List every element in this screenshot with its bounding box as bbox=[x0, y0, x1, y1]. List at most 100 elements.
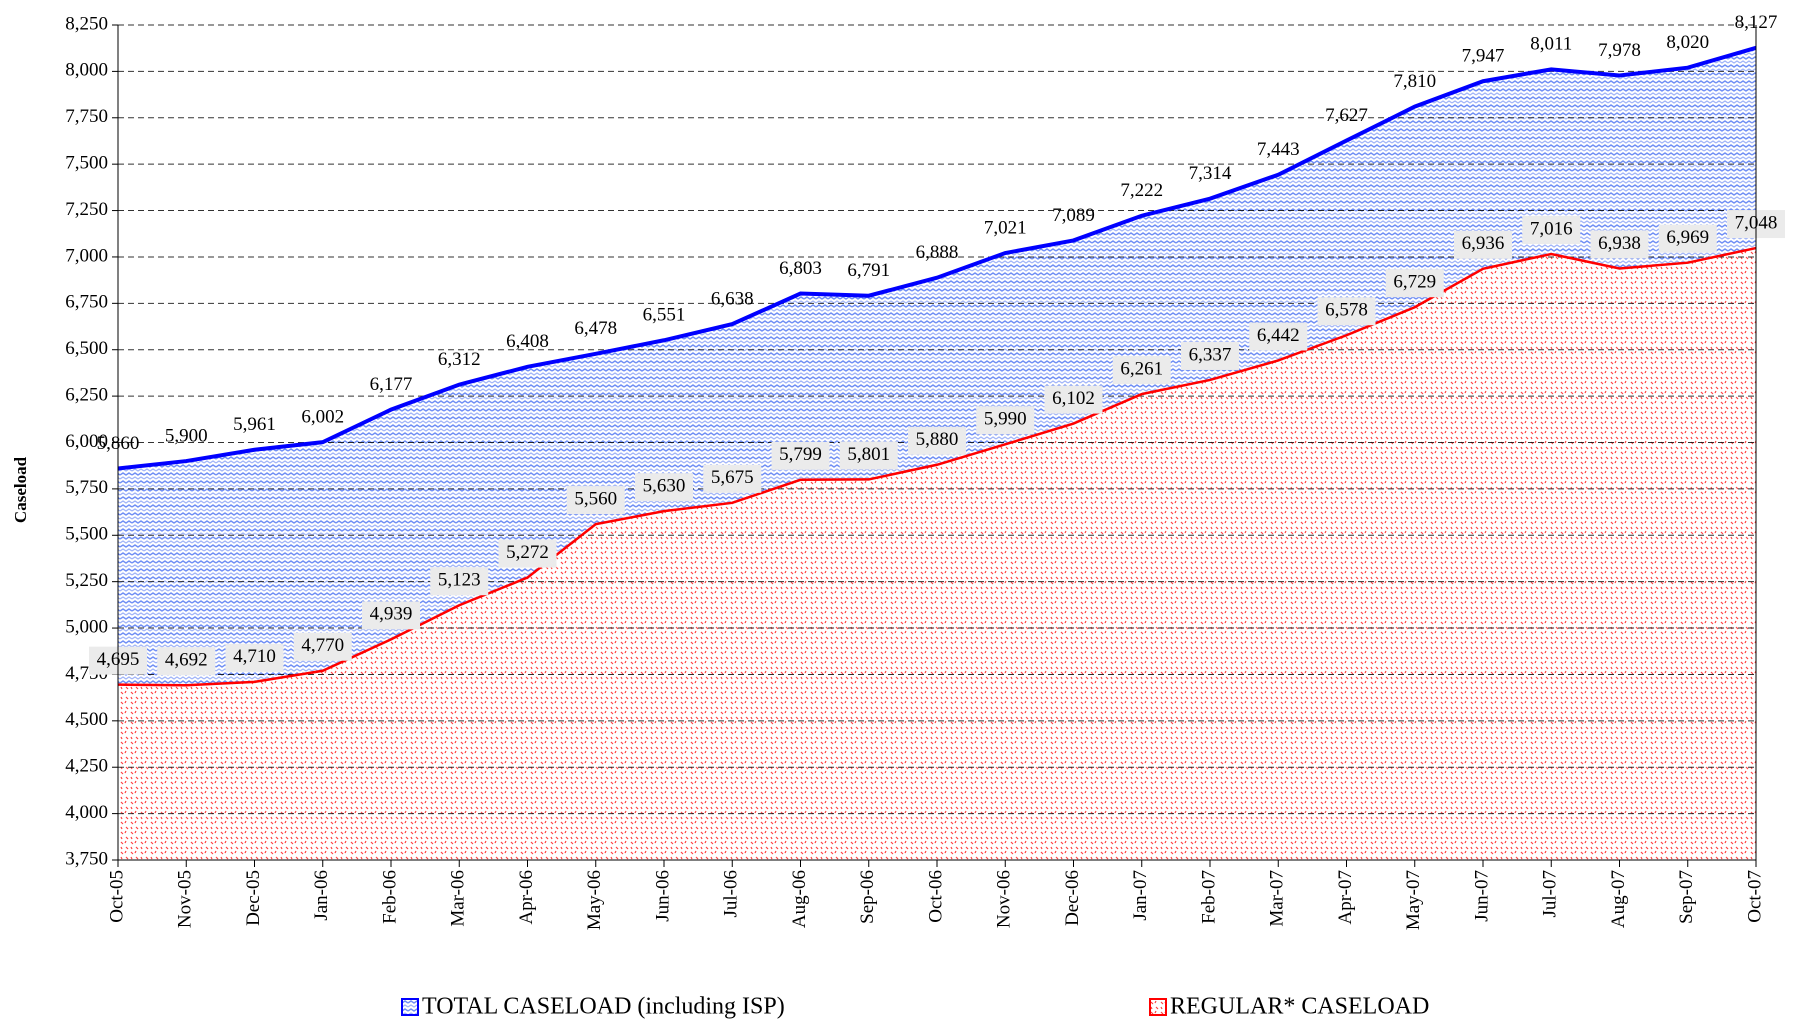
x-tick-label: Sep-06 bbox=[857, 870, 878, 924]
x-tick-label: Nov-06 bbox=[994, 870, 1015, 928]
value-label-bg bbox=[1044, 385, 1103, 414]
x-tick-label: Oct-06 bbox=[925, 870, 946, 923]
x-tick-label: Nov-05 bbox=[175, 870, 196, 928]
value-label: 7,021 bbox=[984, 217, 1027, 238]
value-label: 8,020 bbox=[1666, 32, 1709, 53]
y-tick-label: 5,750 bbox=[65, 477, 108, 498]
value-label: 6,551 bbox=[643, 305, 686, 326]
y-tick-label: 5,000 bbox=[65, 616, 108, 637]
x-tick-label: May-07 bbox=[1403, 870, 1424, 930]
y-tick-label: 6,250 bbox=[65, 384, 108, 405]
value-label-bg bbox=[1454, 230, 1512, 259]
x-tick-label: Jan-07 bbox=[1130, 870, 1151, 921]
value-label-bg bbox=[1522, 215, 1581, 244]
value-label: 6,888 bbox=[916, 242, 959, 263]
x-tick-label: Jun-06 bbox=[652, 870, 673, 922]
legend-label: TOTAL CASELOAD (including ISP) bbox=[422, 994, 785, 1019]
x-tick-label: May-06 bbox=[584, 870, 605, 930]
value-label: 6,478 bbox=[574, 318, 617, 339]
value-label: 4,770 bbox=[301, 635, 344, 656]
value-label: 7,222 bbox=[1120, 180, 1163, 201]
x-tick-label: Aug-06 bbox=[789, 870, 810, 928]
value-label-bg bbox=[1385, 269, 1444, 298]
y-tick-label: 4,000 bbox=[65, 802, 108, 823]
value-label: 6,337 bbox=[1189, 344, 1232, 365]
value-label: 6,408 bbox=[506, 331, 549, 352]
value-label-bg bbox=[1317, 297, 1376, 326]
value-label-bg bbox=[362, 601, 420, 630]
value-label-bg bbox=[839, 441, 898, 470]
y-tick-label: 7,250 bbox=[65, 199, 108, 220]
x-tick-label: Jan-06 bbox=[311, 870, 332, 921]
x-tick-label: Oct-07 bbox=[1744, 870, 1765, 923]
legend-swatch bbox=[401, 998, 419, 1016]
value-label: 5,630 bbox=[643, 476, 686, 497]
value-label: 6,803 bbox=[779, 258, 822, 279]
x-tick-label: Jul-06 bbox=[721, 870, 742, 918]
series-line bbox=[117, 45, 1757, 471]
value-label: 6,791 bbox=[847, 260, 890, 281]
value-label-bg bbox=[1112, 356, 1171, 385]
value-label: 4,710 bbox=[233, 646, 276, 667]
value-label: 6,102 bbox=[1052, 388, 1095, 409]
value-label: 6,442 bbox=[1257, 325, 1300, 346]
x-tick-label: Feb-06 bbox=[379, 870, 400, 924]
legend-swatch bbox=[1149, 998, 1167, 1016]
value-label: 7,978 bbox=[1598, 40, 1641, 61]
value-label-bg bbox=[1249, 322, 1308, 351]
y-tick-label: 6,750 bbox=[65, 292, 108, 313]
value-label: 7,016 bbox=[1530, 218, 1573, 239]
value-label: 6,578 bbox=[1325, 300, 1368, 321]
value-label: 5,961 bbox=[233, 414, 276, 435]
value-label: 4,692 bbox=[165, 650, 208, 671]
x-tick-label: Apr-06 bbox=[516, 870, 537, 925]
value-label: 7,947 bbox=[1462, 46, 1505, 67]
value-label-bg bbox=[566, 486, 625, 515]
value-label-bg bbox=[635, 473, 693, 502]
y-tick-label: 7,000 bbox=[65, 245, 108, 266]
value-label: 5,272 bbox=[506, 542, 549, 563]
x-tick-label: Jun-07 bbox=[1471, 870, 1492, 922]
y-tick-label: 6,500 bbox=[65, 338, 108, 359]
value-label: 8,127 bbox=[1735, 12, 1778, 33]
value-label-bg bbox=[1658, 224, 1717, 253]
value-label: 6,729 bbox=[1393, 272, 1436, 293]
value-label: 5,560 bbox=[574, 489, 617, 510]
area-fill bbox=[118, 248, 1756, 860]
x-tick-label: Mar-06 bbox=[448, 870, 469, 927]
value-label-bg bbox=[703, 464, 762, 493]
value-label: 5,675 bbox=[711, 467, 754, 488]
x-tick-label: Sep-07 bbox=[1676, 870, 1697, 924]
value-label: 7,810 bbox=[1393, 71, 1436, 92]
value-label: 6,936 bbox=[1462, 233, 1505, 254]
x-tick-label: Oct-05 bbox=[106, 870, 127, 923]
value-label: 4,939 bbox=[370, 604, 413, 625]
value-label-bg bbox=[293, 632, 352, 661]
value-label: 7,627 bbox=[1325, 105, 1368, 126]
value-label-bg bbox=[157, 647, 216, 676]
legend-label: REGULAR* CASELOAD bbox=[1170, 994, 1429, 1019]
value-label: 7,089 bbox=[1052, 205, 1095, 226]
value-label: 6,312 bbox=[438, 349, 481, 370]
value-label-bg bbox=[1181, 341, 1239, 370]
y-tick-label: 7,750 bbox=[65, 106, 108, 127]
x-tick-label: Aug-07 bbox=[1608, 870, 1629, 928]
value-label: 5,900 bbox=[165, 425, 208, 446]
value-label: 6,261 bbox=[1120, 358, 1163, 379]
value-label-bg bbox=[771, 441, 830, 470]
value-label: 8,011 bbox=[1530, 34, 1572, 55]
y-tick-label: 6,000 bbox=[65, 431, 108, 452]
y-tick-label: 4,250 bbox=[65, 756, 108, 777]
x-tick-label: Mar-07 bbox=[1267, 870, 1288, 927]
x-tick-label: Jul-07 bbox=[1540, 870, 1561, 918]
y-tick-label: 5,250 bbox=[65, 570, 108, 591]
value-label-bg bbox=[1590, 230, 1649, 259]
value-label: 7,314 bbox=[1189, 163, 1232, 184]
value-label: 6,638 bbox=[711, 288, 754, 309]
x-tick-label: Feb-07 bbox=[1198, 870, 1219, 924]
value-label-bg bbox=[225, 643, 284, 672]
x-tick-label: Apr-07 bbox=[1335, 870, 1356, 925]
value-label: 6,969 bbox=[1666, 227, 1709, 248]
